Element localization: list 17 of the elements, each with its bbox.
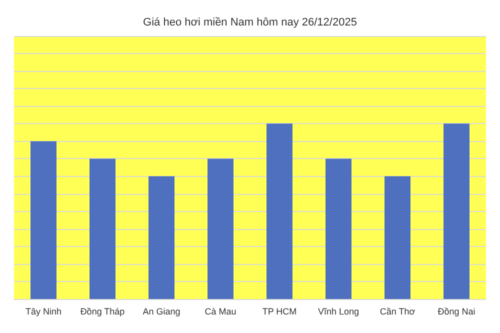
x-tick-label: Cần Thơ — [380, 306, 416, 316]
bar — [148, 176, 174, 299]
bar — [384, 176, 410, 299]
bar — [266, 124, 292, 299]
bar — [208, 158, 234, 299]
x-tick-label: TP HCM — [262, 306, 297, 316]
x-tick-label: Cà Mau — [204, 306, 236, 316]
bar — [326, 158, 352, 299]
x-tick-label: Đồng Tháp — [80, 306, 125, 316]
x-tick-label: Đồng Nai — [438, 306, 476, 316]
chart-title: Giá heo hơi miền Nam hôm nay 26/12/2025 — [143, 16, 357, 28]
bar — [90, 158, 116, 299]
bar — [30, 141, 56, 299]
bar — [444, 124, 470, 299]
x-tick-label: Vĩnh Long — [318, 306, 360, 316]
x-tick-label: An Giang — [142, 306, 180, 316]
x-tick-label: Tây Ninh — [25, 306, 62, 316]
